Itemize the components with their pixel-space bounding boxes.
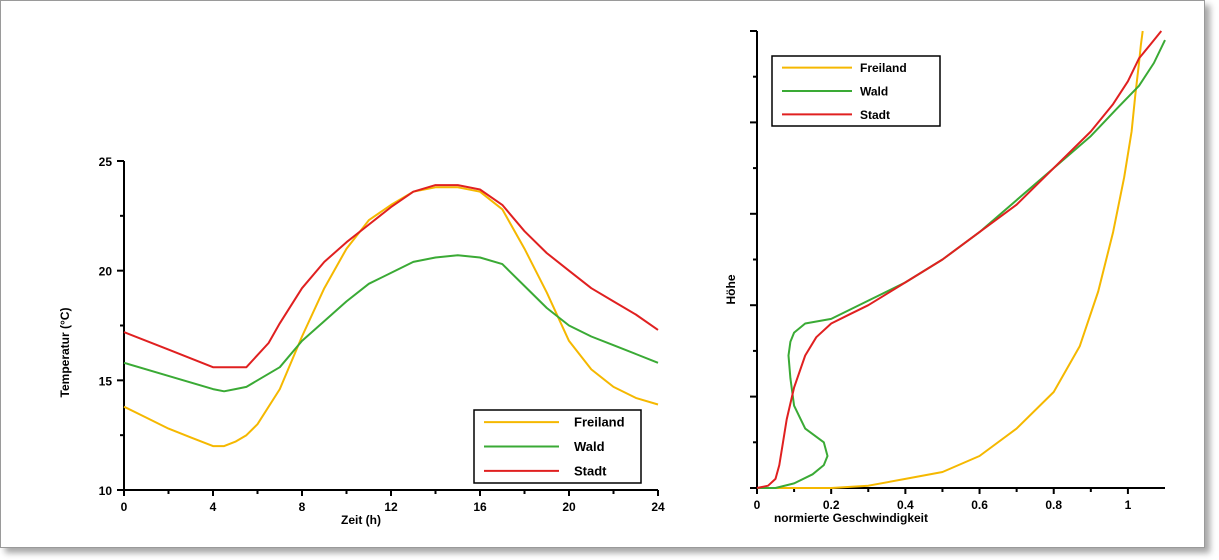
legend-label-stadt: Stadt [860, 108, 890, 122]
x-tick-label: 0 [754, 498, 761, 512]
series-line-wald [123, 254, 659, 393]
x-tick-label: 0.2 [823, 498, 840, 512]
x-axis-label: Zeit (h) [341, 513, 381, 527]
x-tick-label: 12 [384, 500, 398, 514]
x-tick-label: 20 [562, 500, 576, 514]
x-tick-label: 0.4 [897, 498, 914, 512]
x-tick-label: 8 [299, 500, 306, 514]
y-tick-label: 25 [99, 155, 113, 169]
series-line-freiland [757, 30, 1144, 489]
x-tick-label: 1 [1125, 498, 1132, 512]
x-tick-label: 0.6 [971, 498, 988, 512]
y-axis-label: Temperatur (°C) [58, 308, 72, 398]
series-line-stadt [123, 184, 659, 369]
y-axis-label: Höhe [724, 274, 738, 304]
chart-frame: 0 4 8 12 16 20 24 10 15 20 25 Zeit (h) Temperatur (°… [0, 0, 1205, 548]
legend-label-freiland: Freiland [860, 61, 907, 75]
series-line-wald [757, 39, 1166, 489]
legend-label-wald: Wald [860, 85, 888, 99]
x-tick-label: 0.8 [1045, 498, 1062, 512]
chart-temperature-over-time: 0 4 8 12 16 20 24 10 15 20 25 Zeit (h) Temperatur (°… [58, 155, 665, 527]
x-tick-label: 24 [651, 500, 665, 514]
legend-label-freiland: Freiland [574, 415, 625, 430]
x-tick-label: 0 [121, 500, 128, 514]
x-axis-label: normierte Geschwindigkeit [774, 511, 928, 525]
x-tick-label: 4 [210, 500, 217, 514]
y-tick-label: 10 [99, 484, 113, 498]
legend-label-stadt: Stadt [574, 463, 607, 478]
x-tick-label: 16 [473, 500, 487, 514]
chart-height-profile: 0 0.2 0.4 0.6 0.8 1 normierte Geschwindigkeit H… [724, 30, 1166, 525]
series-line-freiland [123, 186, 659, 448]
y-tick-label: 15 [99, 374, 113, 388]
y-tick-label: 20 [99, 265, 113, 279]
series-line-stadt [756, 30, 1163, 489]
legend-label-wald: Wald [574, 439, 605, 454]
